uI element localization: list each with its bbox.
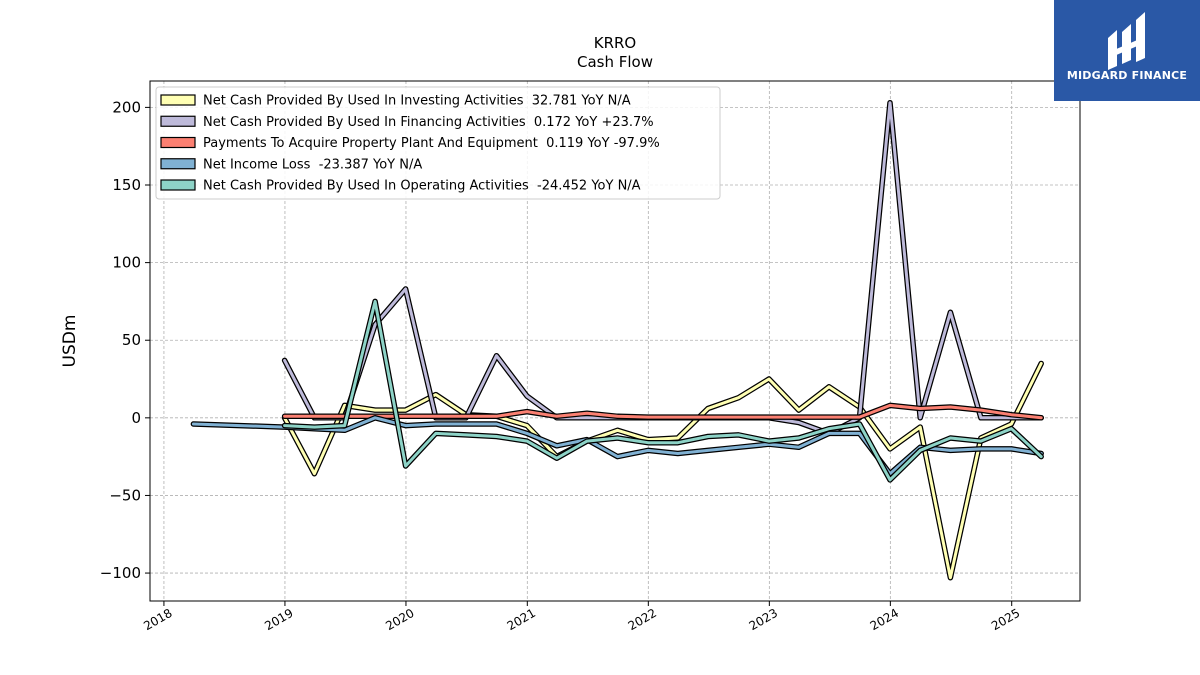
legend-entry: Net Income Loss -23.387 YoY N/A: [203, 157, 422, 172]
legend-box: [155, 86, 721, 200]
series-line: [191, 416, 1043, 476]
legend-swatch: [160, 115, 196, 127]
x-tick-label: 2019: [262, 606, 295, 633]
brand-name: MIDGARD FINANCE: [1066, 69, 1188, 82]
y-tick-label: 200: [112, 98, 141, 116]
plot-area-frame: [149, 80, 1081, 602]
chart-legend: Net Cash Provided By Used In Investing A…: [155, 86, 721, 200]
logo-mark-icon: [1108, 12, 1145, 70]
y-tick-label: 50: [122, 331, 141, 349]
legend-entry: Net Cash Provided By Used In Financing A…: [203, 115, 654, 130]
y-tick-label: −100: [100, 564, 141, 582]
legend-swatch: [160, 179, 196, 191]
x-tick-label: 2023: [747, 606, 780, 633]
legend-swatch: [160, 158, 196, 170]
x-tick-label: 2018: [141, 606, 174, 633]
y-tick-label: 150: [112, 176, 141, 194]
series-line: [283, 403, 1043, 420]
x-tick-label: 2021: [505, 606, 538, 633]
y-tick-label: 0: [131, 409, 141, 427]
legend-swatch: [160, 94, 196, 106]
series-line: [283, 299, 1043, 482]
y-tick-label: 100: [112, 254, 141, 272]
series-layer: [190, 99, 1044, 581]
y-axis-label: USDm: [60, 315, 80, 368]
y-axis: 200 150 100 50 0 −50 −100: [100, 98, 150, 582]
y-tick-label: −50: [109, 486, 141, 504]
series-3: [190, 415, 1044, 477]
series-line: [283, 362, 1043, 580]
series-0: [281, 360, 1044, 581]
midgard-finance-logo: MIDGARD FINANCE: [1054, 0, 1200, 101]
series-2: [281, 402, 1044, 421]
series-4: [281, 298, 1044, 483]
x-axis: 2018 2019 2020 2021 2022 2023 2024 2025: [141, 601, 1022, 633]
legend-entry: Payments To Acquire Property Plant And E…: [203, 136, 660, 151]
legend-swatch: [160, 136, 196, 149]
x-tick-label: 2020: [383, 606, 416, 633]
legend-entry: Net Cash Provided By Used In Operating A…: [203, 179, 641, 194]
chart-subtitle: Cash Flow: [577, 53, 653, 71]
x-tick-label: 2022: [626, 606, 659, 633]
chart-title: KRRO: [594, 34, 637, 52]
x-tick-label: 2025: [989, 606, 1022, 633]
x-tick-label: 2024: [868, 606, 901, 633]
legend-entry: Net Cash Provided By Used In Investing A…: [203, 94, 631, 109]
